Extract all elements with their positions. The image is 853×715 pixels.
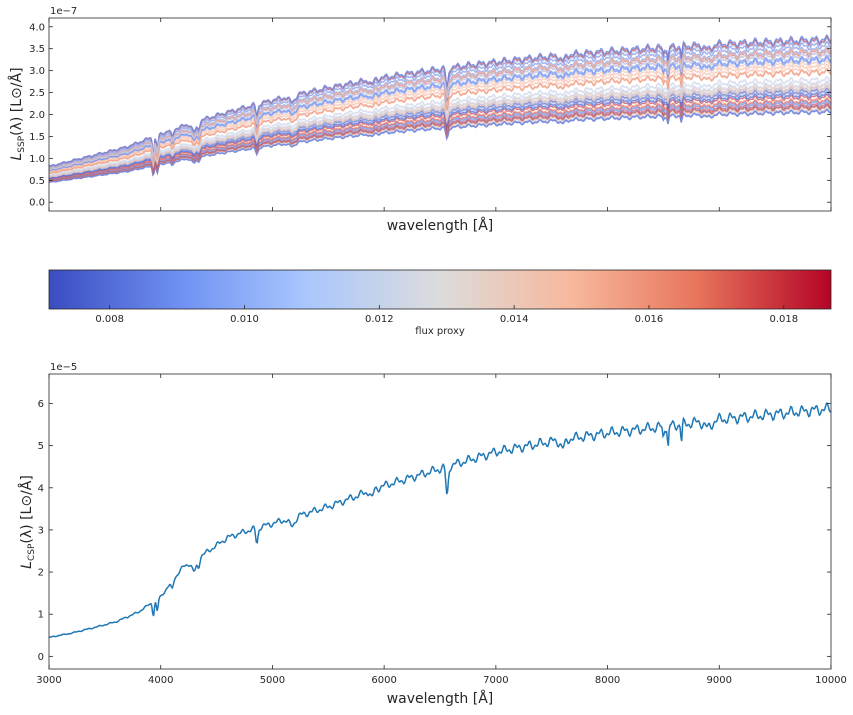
ssp-series-line bbox=[48, 80, 832, 177]
csp-y-tick-label: 3 bbox=[38, 525, 44, 536]
colorbar-tick-label: 0.012 bbox=[365, 314, 394, 325]
csp-x-tick-label: 5000 bbox=[260, 675, 285, 686]
ssp-series-line bbox=[48, 68, 832, 174]
ssp-series-line bbox=[49, 85, 832, 178]
ssp-series-line bbox=[48, 50, 832, 171]
csp-y-scale: 1e−5 bbox=[50, 362, 77, 373]
csp-y-tick-label: 0 bbox=[38, 652, 44, 663]
csp-y-axis-label: LCSP(λ) [L⊙/Å] bbox=[18, 475, 37, 569]
ssp-y-tick-label: 4.0 bbox=[29, 22, 45, 33]
ssp-series-group bbox=[48, 34, 832, 183]
colorbar-label: flux proxy bbox=[415, 326, 465, 337]
csp-y-tick-label: 4 bbox=[38, 483, 44, 494]
csp-y-tick-label: 5 bbox=[38, 441, 44, 452]
ssp-x-axis-label: wavelength [Å] bbox=[387, 217, 494, 234]
colorbar-tick-label: 0.014 bbox=[500, 314, 529, 325]
ssp-series-line bbox=[48, 34, 832, 167]
csp-x-tick-label: 6000 bbox=[371, 675, 396, 686]
ssp-y-tick-label: 3.0 bbox=[29, 66, 45, 77]
ssp-series-line bbox=[48, 76, 832, 176]
ssp-series-line bbox=[49, 56, 832, 172]
csp-axes-frame bbox=[48, 373, 832, 670]
csp-x-tick-label: 3000 bbox=[36, 675, 61, 686]
csp-y-tick-label: 2 bbox=[38, 568, 44, 579]
csp-ticks: 0 1 2 3 4 5 6 3000 4000 5000 6000 7000 8000 9000 10000 bbox=[36, 374, 847, 686]
ssp-y-tick-label: 1.0 bbox=[29, 154, 45, 165]
ssp-axes: 0.0 0.5 1.0 1.5 2.0 2.5 3.0 3.5 4.0 1e−7 wavelen… bbox=[8, 6, 832, 234]
ssp-series-line bbox=[48, 37, 832, 168]
ssp-y-tick-label: 2.0 bbox=[29, 110, 45, 121]
ssp-series-line bbox=[49, 88, 832, 179]
ssp-series-line bbox=[48, 54, 832, 171]
colorbar-ticks: 0.008 0.010 0.012 0.014 0.016 0.018 bbox=[95, 305, 798, 325]
ssp-ticks: 0.0 0.5 1.0 1.5 2.0 2.5 3.0 3.5 4.0 bbox=[29, 18, 832, 211]
colorbar-frame bbox=[48, 269, 832, 310]
csp-y-tick-label: 6 bbox=[38, 399, 44, 410]
ssp-series-line bbox=[49, 46, 832, 170]
colorbar-gradient bbox=[49, 270, 831, 309]
csp-y-tick-label: 1 bbox=[38, 610, 44, 621]
csp-x-tick-label: 7000 bbox=[483, 675, 508, 686]
csp-axes: 0 1 2 3 4 5 6 3000 4000 5000 6000 7000 8000 9000 10000… bbox=[18, 362, 847, 707]
ssp-y-tick-label: 0.0 bbox=[29, 198, 45, 209]
ssp-y-axis-label: LSSP(λ) [L⊙/Å] bbox=[8, 67, 27, 160]
colorbar-tick-label: 0.008 bbox=[95, 314, 124, 325]
ssp-series-line bbox=[48, 104, 832, 182]
ssp-series-line bbox=[49, 41, 832, 168]
ssp-y-tick-label: 3.5 bbox=[29, 44, 45, 55]
ssp-series-line bbox=[49, 93, 832, 180]
csp-x-axis-label: wavelength [Å] bbox=[387, 690, 494, 707]
csp-x-tick-label: 8000 bbox=[595, 675, 620, 686]
colorbar-tick-label: 0.018 bbox=[769, 314, 798, 325]
ssp-series-line bbox=[49, 91, 832, 179]
csp-series-line bbox=[49, 402, 832, 638]
ssp-series-line bbox=[49, 97, 832, 181]
ssp-series-line bbox=[49, 63, 832, 173]
ssp-y-tick-label: 2.5 bbox=[29, 88, 45, 99]
csp-x-tick-label: 10000 bbox=[815, 675, 847, 686]
ssp-series-line bbox=[49, 109, 832, 183]
ssp-series-line bbox=[49, 59, 832, 172]
colorbar-tick-label: 0.010 bbox=[230, 314, 259, 325]
csp-x-tick-label: 9000 bbox=[707, 675, 732, 686]
csp-x-tick-label: 4000 bbox=[148, 675, 173, 686]
colorbar: 0.008 0.010 0.012 0.014 0.016 0.018 flux prox… bbox=[48, 269, 832, 337]
ssp-y-tick-label: 1.5 bbox=[29, 132, 45, 143]
ssp-y-scale: 1e−7 bbox=[50, 6, 77, 17]
ssp-y-tick-label: 0.5 bbox=[29, 176, 45, 187]
colorbar-tick-label: 0.016 bbox=[635, 314, 664, 325]
ssp-series-line bbox=[49, 83, 832, 178]
